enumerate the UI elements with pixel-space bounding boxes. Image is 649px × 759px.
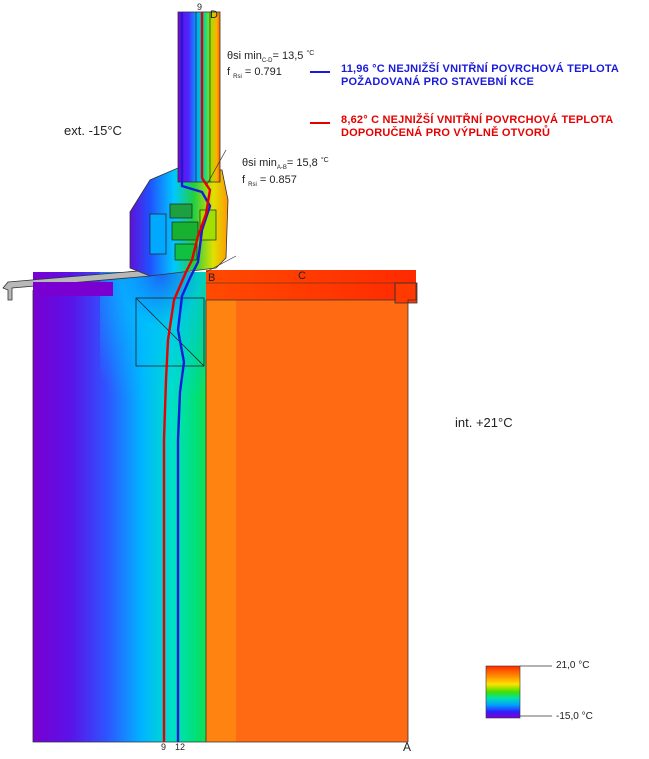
isotherm-9-red bbox=[162, 12, 212, 742]
glazing-frame-outline bbox=[177, 11, 221, 183]
iso-9-top-label: 9 bbox=[197, 2, 203, 12]
point-b-label: B bbox=[208, 272, 216, 284]
scale-max-label: 21,0 °C bbox=[556, 660, 590, 671]
frame-chamber-2 bbox=[171, 221, 199, 241]
interior-sill bbox=[206, 270, 416, 300]
insulation-box bbox=[135, 297, 205, 367]
iso-12-bottom-label: 12 bbox=[175, 742, 186, 752]
leader-b bbox=[205, 255, 237, 273]
frame-chamber-3 bbox=[174, 243, 198, 261]
iso-9-bottom-label: 9 bbox=[161, 742, 167, 752]
interior-outline bbox=[205, 282, 417, 742]
isotherm-12-blue bbox=[176, 12, 212, 742]
legend-blue-line2: POŽADOVANÁ PRO STAVEBNÍ KCE bbox=[341, 76, 535, 88]
legend-blue-line1: 11,96 °C NEJNIŽŠÍ VNITŘNÍ POVRCHOVÁ TEPL… bbox=[341, 63, 620, 75]
wall-outline bbox=[32, 290, 408, 743]
interior-wall-shade bbox=[206, 300, 236, 742]
color-scale-bar bbox=[485, 665, 521, 719]
annotation-ab-theta: θsi minA-B= 15,8 °C bbox=[242, 157, 329, 171]
glazing bbox=[178, 12, 220, 182]
leader-d bbox=[205, 149, 227, 187]
point-d-label: D bbox=[210, 9, 218, 21]
frame-chamber-5 bbox=[149, 213, 167, 255]
scale-min-label: -15,0 °C bbox=[556, 711, 593, 722]
annotation-cd-frsi: f Rsi = 0.791 bbox=[227, 66, 282, 80]
point-a-label: A bbox=[403, 740, 412, 754]
legend-red-line2: DOPORUČENÁ PRO VÝPLNĚ OTVORŮ bbox=[341, 127, 551, 139]
interior-wall-region bbox=[206, 300, 408, 742]
exterior-sheet-sill bbox=[2, 269, 151, 301]
frame-chamber-1 bbox=[169, 203, 193, 219]
exterior-label: ext. -15°C bbox=[64, 123, 122, 138]
annotation-ab-frsi: f Rsi = 0.857 bbox=[242, 174, 297, 188]
interior-label: int. +21°C bbox=[455, 415, 513, 430]
annotation-cd-theta: θsi minC-D= 13,5 °C bbox=[227, 50, 315, 64]
corner-cold-spot bbox=[100, 272, 210, 422]
legend-red-line1: 8,62° C NEJNIŽŠÍ VNITŘNÍ POVRCHOVÁ TEPLO… bbox=[341, 114, 614, 126]
point-c-label: C bbox=[298, 270, 306, 282]
exterior-sill-coldzone bbox=[33, 282, 113, 296]
